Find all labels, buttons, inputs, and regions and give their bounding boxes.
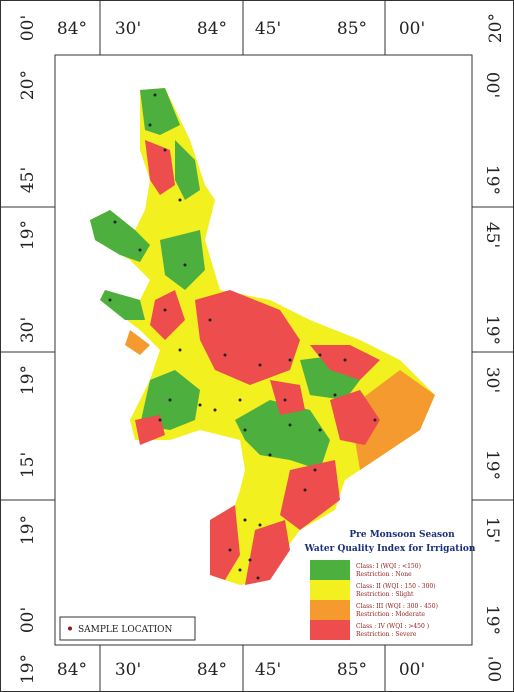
legend-swatch (310, 620, 350, 640)
left-coord-label: 15' (18, 452, 38, 478)
left-coord-label: 20° (18, 70, 38, 100)
right-coord-label: 19° (482, 450, 502, 480)
legend-title: Pre Monsoon Season (349, 530, 455, 540)
legend-restriction: Restriction : Severe (356, 631, 417, 638)
right-coord-label: 19° (482, 605, 502, 635)
left-coord-label: 19° (18, 515, 38, 545)
right-coord-label: 19° (482, 165, 502, 195)
legend-restriction: Restriction : Slight (356, 591, 414, 598)
sample-points (108, 93, 377, 580)
left-coord-label: 19° (18, 365, 38, 395)
bottom-coord-label: 85° (337, 660, 367, 680)
bottom-coord-label: 00' (486, 656, 506, 682)
left-coord-label: 30' (18, 317, 38, 343)
legend-classes: Class: I (WQI : <150)Restriction : None C… (310, 560, 438, 640)
legend-swatch (310, 580, 350, 600)
legend-class: Class: I (WQI : <150) (356, 563, 421, 570)
bottom-coord-label: 30' (115, 660, 141, 680)
top-coord-label: 00' (18, 15, 38, 41)
bottom-coord-label: 84° (57, 660, 87, 680)
frame-labels: 00' 19° 84° 84° 30' 30' 84° 84° 45' 45' 85° 85° 00' 0… (18, 13, 506, 684)
left-coord-label: 19° (18, 220, 38, 250)
top-coord-label: 84° (197, 19, 227, 39)
sample-key-box (59, 616, 196, 641)
left-coord-label: 45' (18, 167, 38, 193)
legend-restriction: Restriction : None (356, 571, 412, 578)
top-coord-label: 45' (255, 19, 281, 39)
legend-class: Class : IV (WQI : >450 ) (356, 623, 429, 630)
top-coord-label: 30' (115, 19, 141, 39)
legend-restriction: Restriction : Moderate (356, 611, 425, 618)
right-coord-label: 15' (482, 517, 502, 543)
bottom-coord-label: 00' (399, 660, 425, 680)
top-coord-label: 84° (57, 19, 87, 39)
bottom-coord-label: 45' (255, 660, 281, 680)
right-coord-label: 19° (482, 315, 502, 345)
top-coord-label: 20° (486, 13, 506, 43)
legend-class: Class: III (WQI : 300 - 450) (356, 603, 438, 610)
right-coord-label: 00' (482, 72, 502, 98)
top-coord-label: 00' (399, 19, 425, 39)
legend-swatch (310, 600, 350, 620)
legend-class: Class: II (WQI : 150 - 300) (356, 583, 436, 590)
wqi-zones (90, 88, 435, 585)
legend-swatch (310, 560, 350, 580)
legend-subtitle: Water Quality Index for Irrigation (304, 544, 476, 554)
bottom-coord-label: 19° (18, 654, 38, 684)
bottom-coord-label: 84° (197, 660, 227, 680)
right-coord-label: 45' (482, 222, 502, 248)
sample-key-dot (68, 626, 72, 631)
top-coord-label: 85° (337, 19, 367, 39)
right-coord-label: 30' (482, 367, 502, 393)
left-coord-label: 00' (18, 607, 38, 633)
sample-key-label: SAMPLE LOCATION (78, 625, 173, 635)
